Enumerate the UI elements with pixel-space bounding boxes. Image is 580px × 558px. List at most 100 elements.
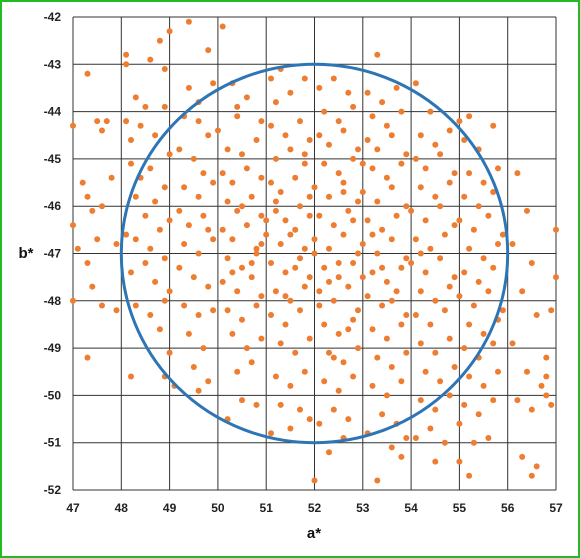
data-point bbox=[268, 75, 274, 82]
y-tick-label: -42 bbox=[44, 10, 62, 24]
data-point bbox=[156, 326, 163, 333]
data-point bbox=[379, 226, 386, 233]
data-point bbox=[142, 103, 149, 110]
data-point bbox=[316, 288, 323, 295]
data-point bbox=[306, 335, 313, 342]
data-point bbox=[355, 345, 361, 352]
data-point bbox=[388, 184, 395, 191]
data-point bbox=[258, 174, 265, 181]
data-point bbox=[437, 378, 444, 385]
data-point bbox=[219, 170, 226, 177]
data-point bbox=[99, 127, 105, 134]
data-point bbox=[234, 368, 241, 375]
data-point bbox=[528, 406, 535, 413]
data-point bbox=[132, 302, 139, 309]
data-point bbox=[326, 193, 332, 200]
data-point bbox=[374, 354, 381, 361]
data-point bbox=[369, 231, 376, 238]
y-tick-label: -46 bbox=[44, 199, 62, 213]
data-point bbox=[383, 122, 390, 129]
data-point bbox=[412, 312, 419, 318]
data-point bbox=[379, 411, 386, 418]
data-point bbox=[70, 222, 76, 229]
data-point bbox=[161, 103, 168, 110]
data-point bbox=[528, 260, 535, 266]
data-point bbox=[282, 269, 289, 276]
data-point bbox=[432, 349, 439, 356]
tolerance-circle-layer bbox=[119, 62, 510, 445]
data-point bbox=[258, 335, 265, 342]
data-point bbox=[297, 118, 303, 125]
data-point bbox=[132, 236, 139, 243]
data-point bbox=[132, 94, 139, 101]
data-point bbox=[466, 472, 473, 479]
x-tick-label: 54 bbox=[404, 501, 418, 515]
data-point bbox=[224, 198, 231, 205]
data-point bbox=[427, 245, 434, 252]
data-point bbox=[480, 330, 487, 337]
data-point bbox=[185, 222, 192, 229]
data-point bbox=[248, 193, 255, 200]
data-point bbox=[224, 307, 231, 314]
data-point bbox=[475, 203, 482, 210]
data-point bbox=[335, 118, 342, 125]
data-point bbox=[524, 207, 530, 214]
data-point bbox=[229, 179, 236, 186]
data-point bbox=[350, 373, 357, 380]
data-point bbox=[470, 226, 477, 233]
data-point bbox=[195, 387, 202, 394]
data-point bbox=[263, 217, 270, 224]
data-point bbox=[253, 250, 260, 257]
data-point bbox=[364, 217, 371, 224]
data-point bbox=[446, 335, 453, 342]
data-point bbox=[287, 297, 294, 304]
data-point bbox=[123, 61, 130, 68]
data-point bbox=[239, 316, 245, 323]
data-point bbox=[282, 293, 289, 300]
data-point bbox=[161, 297, 168, 304]
data-point bbox=[292, 349, 299, 356]
data-point bbox=[383, 392, 390, 399]
data-point bbox=[345, 89, 352, 96]
data-point bbox=[234, 103, 241, 110]
data-point bbox=[219, 278, 226, 285]
data-point bbox=[94, 118, 101, 125]
data-point bbox=[461, 401, 468, 408]
data-point bbox=[388, 132, 395, 139]
data-point bbox=[103, 118, 110, 125]
data-point bbox=[195, 312, 202, 318]
data-point bbox=[364, 293, 371, 300]
data-point bbox=[422, 368, 429, 375]
data-point bbox=[412, 236, 419, 243]
data-point bbox=[369, 269, 376, 276]
data-point bbox=[417, 397, 424, 404]
data-point bbox=[427, 425, 434, 432]
data-point bbox=[466, 170, 473, 177]
data-point bbox=[239, 151, 245, 158]
data-point bbox=[272, 99, 279, 106]
data-point bbox=[388, 297, 395, 304]
y-tick-label: -48 bbox=[44, 294, 62, 308]
data-point bbox=[379, 302, 386, 309]
data-point bbox=[234, 207, 241, 214]
data-point bbox=[128, 137, 134, 143]
data-point bbox=[340, 231, 347, 238]
data-point bbox=[301, 283, 308, 290]
x-tick-label: 57 bbox=[549, 501, 563, 515]
data-point bbox=[128, 373, 134, 380]
y-tick-label: -51 bbox=[44, 436, 62, 450]
x-tick-label: 53 bbox=[356, 501, 370, 515]
y-tick-label: -44 bbox=[44, 105, 62, 119]
data-point bbox=[99, 302, 105, 309]
data-point bbox=[408, 260, 415, 266]
y-tick-labels: -42 -43 -44 -45 -46 -47 -48 -49 -50 -51 -52 bbox=[44, 10, 62, 497]
data-point bbox=[272, 288, 279, 295]
data-point bbox=[330, 406, 337, 413]
data-point bbox=[210, 179, 217, 186]
data-point bbox=[451, 364, 458, 370]
data-point bbox=[190, 364, 197, 370]
data-point bbox=[335, 387, 342, 394]
data-point bbox=[335, 274, 342, 281]
data-point bbox=[340, 359, 347, 366]
data-point bbox=[181, 241, 188, 247]
